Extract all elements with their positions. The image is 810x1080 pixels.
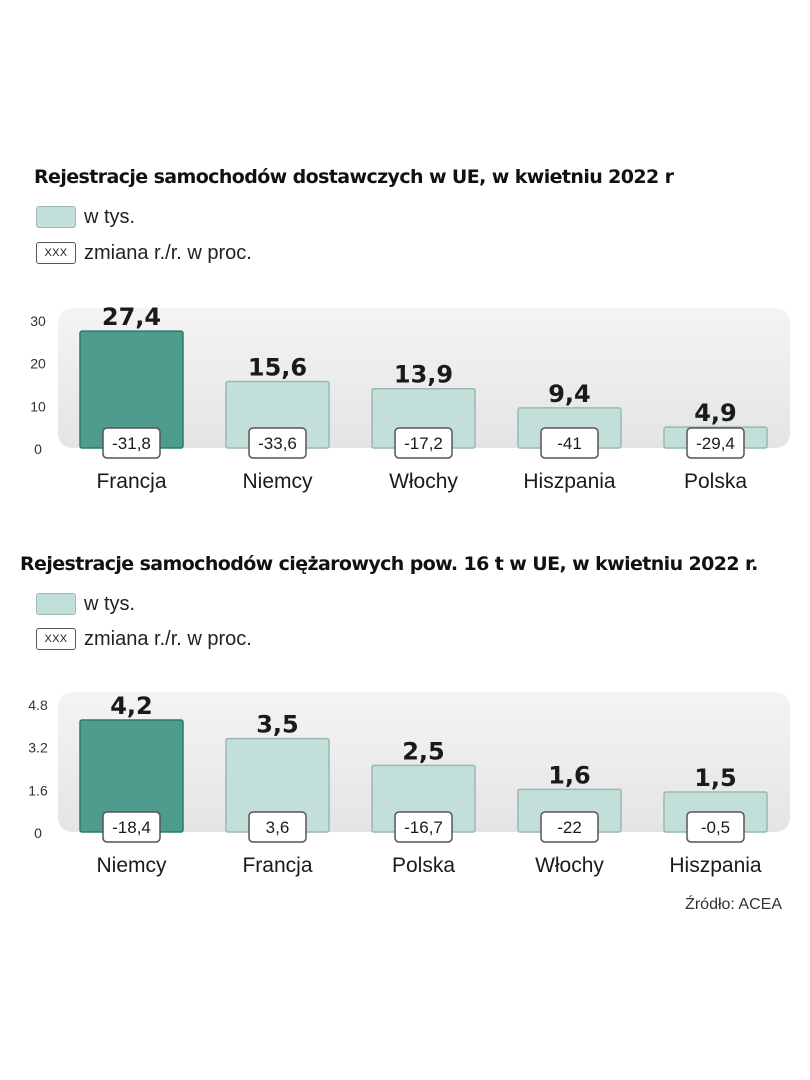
bar-value-label: 2,5	[402, 737, 445, 765]
change-label: -29,4	[696, 434, 735, 453]
bar-value-label: 9,4	[548, 380, 591, 408]
legend-value-label: w tys.	[84, 205, 136, 228]
chart1-plot: 0 10 20 30 27,4 -31,8 Francja 15,6 -33,6 Niemcy 13…	[30, 303, 790, 493]
change-label: -16,7	[404, 818, 443, 837]
category-label: Hiszpania	[523, 470, 616, 493]
legend-change-label: zmiana r./r. w proc.	[84, 627, 252, 650]
change-label: -17,2	[404, 434, 443, 453]
change-box	[540, 811, 599, 843]
category-label: Włochy	[535, 854, 604, 877]
change-label: -41	[557, 434, 582, 453]
change-label: -0,5	[701, 818, 730, 837]
y-tick-label: 1.6	[28, 782, 48, 798]
category-label: Włochy	[389, 470, 458, 493]
chart2-legend-value: w tys.	[36, 591, 135, 617]
y-tick-label: 0	[34, 825, 42, 841]
change-box	[248, 811, 307, 843]
category-label: Niemcy	[242, 470, 313, 493]
change-box	[686, 427, 745, 459]
y-tick-label: 20	[30, 356, 46, 372]
legend-value-label: w tys.	[84, 592, 136, 615]
chart1-legend-change: XXX zmiana r./r. w proc.	[36, 240, 252, 266]
chart2-title: Rejestracje samochodów ciężarowych pow. …	[20, 553, 758, 575]
chart2-plot: 0 1.6 3.2 4.8 4,2 -18,4 Niemcy 3,5 3,6 Francja 2,5…	[28, 692, 790, 877]
change-box	[102, 811, 161, 843]
change-box	[540, 427, 599, 459]
bar-value-label: 4,9	[694, 399, 737, 427]
category-label: Polska	[392, 854, 455, 877]
change-label: 3,6	[266, 818, 290, 837]
bar-value-label: 15,6	[248, 353, 307, 381]
bar-value-label: 1,5	[694, 764, 737, 792]
legend-swatch	[36, 593, 76, 615]
change-box	[248, 427, 307, 459]
y-tick-label: 4.8	[28, 697, 48, 713]
bar-value-label: 3,5	[256, 711, 299, 739]
category-label: Francja	[242, 854, 312, 877]
change-label: -31,8	[112, 434, 151, 453]
y-tick-label: 3.2	[28, 740, 48, 756]
chart1-legend-value: w tys.	[36, 204, 135, 230]
legend-swatch	[36, 206, 76, 228]
bar-value-label: 4,2	[110, 692, 153, 720]
category-label: Hiszpania	[669, 854, 762, 877]
change-box	[686, 811, 745, 843]
y-tick-label: 0	[34, 441, 42, 457]
change-box	[394, 811, 453, 843]
source-note: Źródło: ACEA	[685, 896, 782, 913]
change-label: -18,4	[112, 818, 151, 837]
change-label: -33,6	[258, 434, 297, 453]
change-box	[102, 427, 161, 459]
change-box	[394, 427, 453, 459]
category-label: Polska	[684, 470, 747, 493]
legend-change-label: zmiana r./r. w proc.	[84, 241, 252, 264]
legend-box-sample: XXX	[36, 242, 76, 264]
legend-box-sample: XXX	[36, 628, 76, 650]
y-tick-label: 30	[30, 313, 46, 329]
bar-value-label: 27,4	[102, 303, 161, 331]
category-label: Francja	[96, 470, 166, 493]
change-label: -22	[557, 818, 582, 837]
bar-value-label: 1,6	[548, 761, 591, 789]
chart1-title: Rejestracje samochodów dostawczych w UE,…	[34, 166, 674, 188]
chart2-legend-change: XXX zmiana r./r. w proc.	[36, 626, 252, 652]
category-label: Niemcy	[96, 854, 167, 877]
bar-value-label: 13,9	[394, 361, 453, 389]
y-tick-label: 10	[30, 398, 46, 414]
